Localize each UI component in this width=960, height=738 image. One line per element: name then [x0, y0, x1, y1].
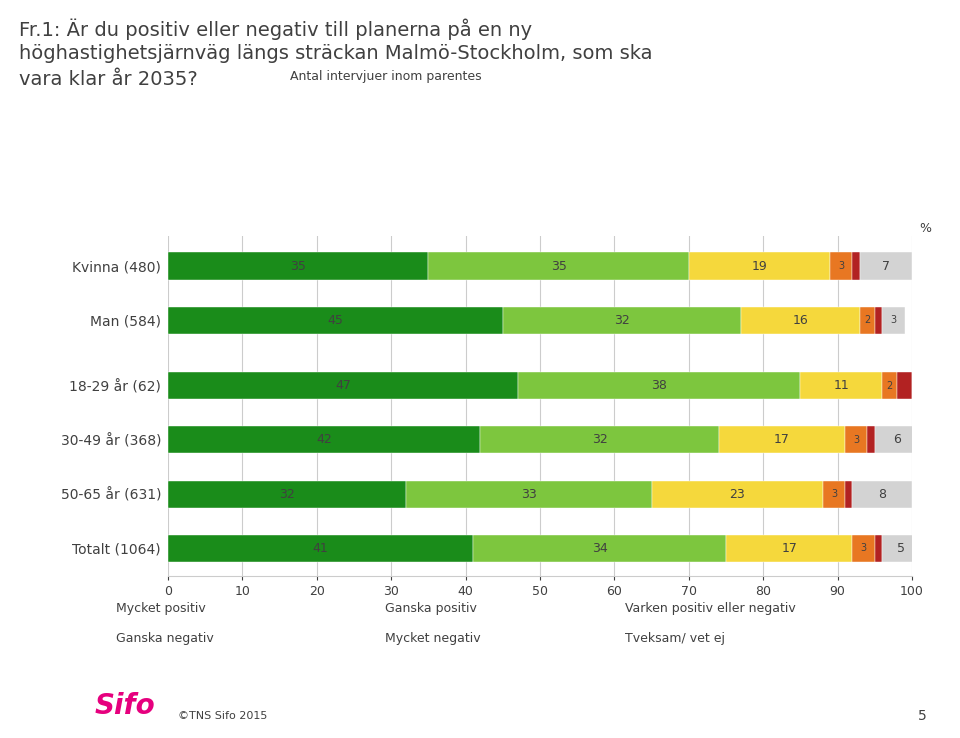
Text: 3: 3 — [830, 489, 837, 499]
Bar — [875, 307, 882, 334]
Text: 19: 19 — [752, 260, 767, 272]
Text: 38: 38 — [651, 379, 667, 392]
Text: 7: 7 — [882, 260, 890, 272]
Bar — [897, 372, 912, 399]
Text: Tveksam/ vet ej: Tveksam/ vet ej — [625, 632, 725, 645]
Text: vara klar år 2035?: vara klar år 2035? — [19, 70, 198, 89]
Bar — [428, 252, 689, 280]
Text: Varken positiv eller negativ: Varken positiv eller negativ — [625, 602, 796, 615]
Text: 11: 11 — [833, 379, 850, 392]
Text: Fr.1: Är du positiv eller negativ till planerna på en ny: Fr.1: Är du positiv eller negativ till p… — [19, 18, 533, 40]
Text: 35: 35 — [290, 260, 306, 272]
Bar — [875, 535, 882, 562]
Bar — [860, 307, 875, 334]
Text: %: % — [920, 221, 931, 235]
Bar — [882, 535, 920, 562]
Bar — [882, 372, 897, 399]
Text: 17: 17 — [781, 542, 797, 555]
Bar — [860, 252, 912, 280]
Bar — [689, 252, 830, 280]
Bar — [868, 427, 875, 453]
Bar — [168, 480, 406, 508]
Text: 33: 33 — [521, 488, 537, 500]
Bar — [481, 427, 718, 453]
Bar — [852, 535, 875, 562]
Text: 47: 47 — [335, 379, 350, 392]
Text: Sifo: Sifo — [94, 692, 155, 720]
Bar — [845, 480, 852, 508]
Text: Mycket negativ: Mycket negativ — [385, 632, 481, 645]
Text: 3: 3 — [890, 315, 897, 325]
Bar — [168, 307, 503, 334]
Bar — [168, 372, 517, 399]
Bar — [503, 307, 741, 334]
Bar — [801, 372, 882, 399]
Text: 3: 3 — [853, 435, 859, 445]
Bar — [741, 307, 860, 334]
Bar — [168, 252, 428, 280]
Bar — [845, 427, 868, 453]
Text: 2: 2 — [886, 381, 893, 390]
Bar — [830, 252, 852, 280]
Text: 5: 5 — [918, 709, 926, 723]
Bar — [406, 480, 652, 508]
Text: 2: 2 — [864, 315, 871, 325]
Text: 5: 5 — [897, 542, 905, 555]
Text: 41: 41 — [313, 542, 328, 555]
Text: 8: 8 — [878, 488, 886, 500]
Text: 17: 17 — [774, 433, 790, 446]
Bar — [852, 480, 912, 508]
Bar — [852, 252, 860, 280]
Text: 35: 35 — [551, 260, 566, 272]
Text: Ganska negativ: Ganska negativ — [116, 632, 214, 645]
Bar — [718, 427, 845, 453]
Text: 45: 45 — [327, 314, 344, 327]
Bar — [473, 535, 726, 562]
Text: 3: 3 — [838, 261, 845, 271]
Text: höghastighetsjärnväg längs sträckan Malmö-Stockholm, som ska: höghastighetsjärnväg längs sträckan Malm… — [19, 44, 653, 63]
Text: 32: 32 — [614, 314, 630, 327]
Text: 42: 42 — [317, 433, 332, 446]
Text: 32: 32 — [279, 488, 295, 500]
Bar — [517, 372, 801, 399]
Text: Ganska positiv: Ganska positiv — [385, 602, 477, 615]
Bar — [168, 535, 473, 562]
Text: 3: 3 — [860, 543, 867, 554]
Bar — [882, 307, 904, 334]
Text: Antal intervjuer inom parentes: Antal intervjuer inom parentes — [290, 70, 482, 83]
Bar — [823, 480, 845, 508]
Bar — [652, 480, 823, 508]
Text: ©TNS Sifo 2015: ©TNS Sifo 2015 — [178, 711, 267, 721]
Text: 6: 6 — [893, 433, 901, 446]
Bar — [726, 535, 852, 562]
Bar — [168, 427, 481, 453]
Text: 34: 34 — [591, 542, 608, 555]
Bar — [875, 427, 920, 453]
Text: Mycket positiv: Mycket positiv — [116, 602, 205, 615]
Text: 32: 32 — [591, 433, 608, 446]
Text: 16: 16 — [793, 314, 808, 327]
Text: 23: 23 — [730, 488, 745, 500]
